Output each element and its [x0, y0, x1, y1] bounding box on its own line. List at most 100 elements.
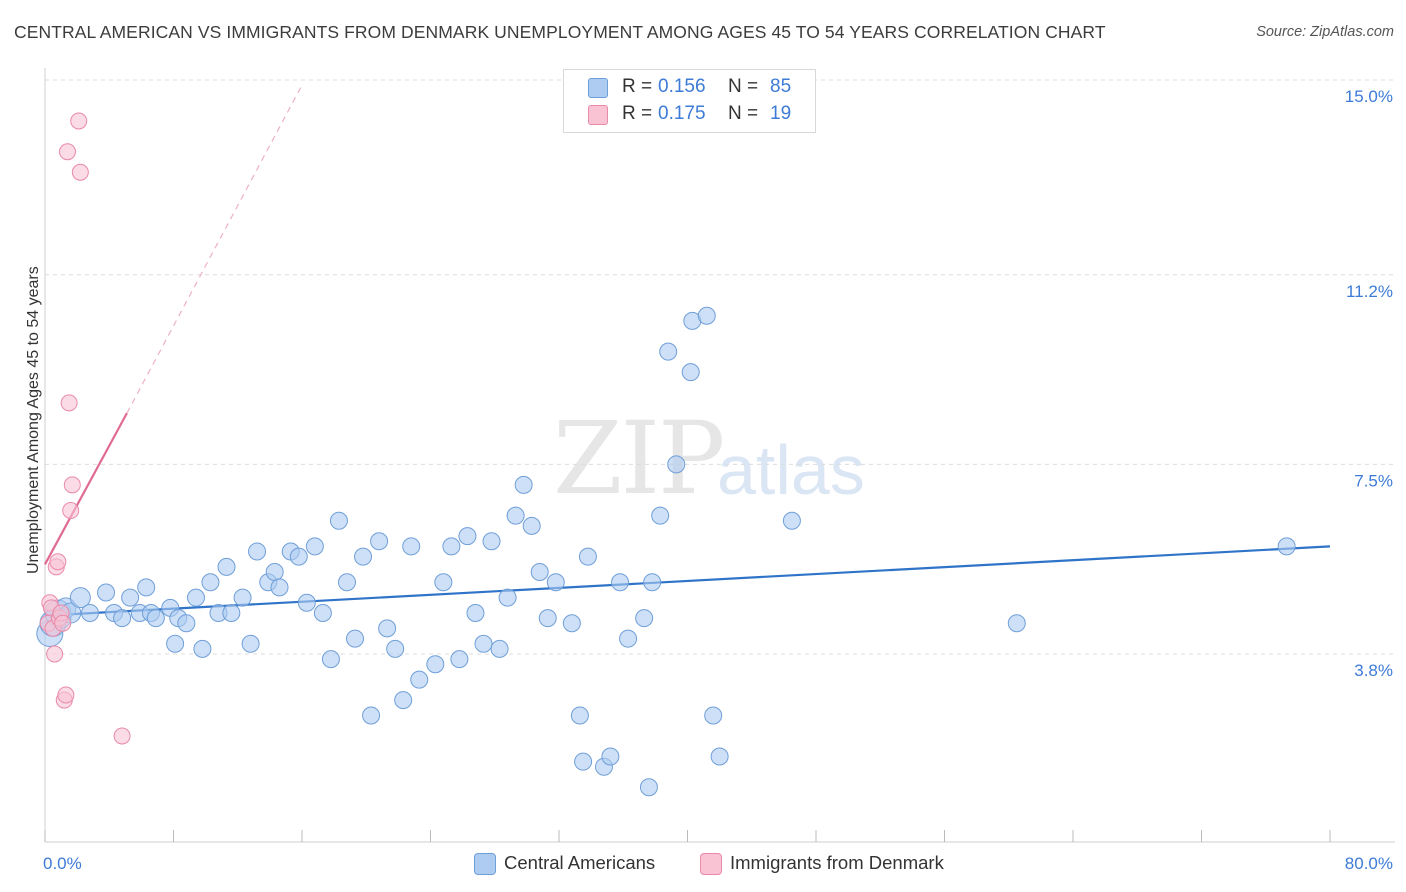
data-point-central-americans — [710, 747, 729, 766]
data-point-central-americans — [434, 573, 453, 592]
data-point-central-americans — [482, 532, 501, 551]
data-point-central-americans — [80, 604, 99, 622]
data-point-central-americans — [458, 527, 477, 546]
trend-line-immigrants-denmark — [44, 412, 128, 565]
watermark-atlas: atlas — [717, 431, 865, 509]
data-point-central-americans — [410, 670, 429, 689]
data-point-central-americans — [635, 609, 654, 628]
legend-r-label: R = — [622, 103, 653, 124]
data-point-central-americans — [378, 619, 397, 638]
legend-r-label: R = — [622, 76, 653, 97]
data-point-central-americans — [337, 573, 356, 592]
axes — [44, 68, 1395, 843]
y-tick-label: 3.8% — [1354, 661, 1393, 680]
data-point-central-americans — [562, 614, 581, 633]
data-point-central-americans — [201, 573, 220, 592]
chart-title: CENTRAL AMERICAN VS IMMIGRANTS FROM DENM… — [14, 22, 1106, 42]
data-point-central-americans — [354, 547, 373, 566]
data-point-central-americans — [1007, 614, 1026, 633]
trend-line-denmark-extrapolated — [126, 84, 303, 414]
data-point-immigrants-denmark — [62, 502, 80, 519]
data-point-central-americans — [442, 537, 461, 556]
data-point-central-americans — [313, 604, 332, 622]
data-point-central-americans — [329, 511, 348, 530]
data-point-central-americans — [667, 455, 686, 474]
data-point-central-americans — [611, 573, 630, 592]
data-point-central-americans — [697, 306, 716, 325]
data-point-central-americans — [450, 650, 469, 669]
data-point-central-americans — [639, 778, 658, 797]
data-point-central-americans — [498, 588, 517, 607]
data-point-central-americans — [241, 634, 260, 653]
data-point-central-americans — [362, 706, 381, 725]
data-point-central-americans — [217, 557, 236, 576]
data-point-central-americans — [601, 747, 620, 766]
data-point-central-americans — [146, 609, 165, 628]
data-point-central-americans — [297, 593, 316, 612]
data-point-central-americans — [474, 634, 493, 653]
data-point-central-americans — [643, 573, 662, 592]
legend-n-value: 85 — [770, 76, 792, 97]
data-point-central-americans — [426, 655, 445, 674]
data-point-central-americans — [305, 537, 324, 556]
data-point-central-americans — [619, 629, 638, 648]
data-point-central-americans — [137, 578, 156, 597]
data-point-central-americans — [514, 475, 533, 494]
data-point-central-americans — [522, 516, 541, 535]
data-point-central-americans — [113, 609, 132, 628]
data-point-central-americans — [704, 706, 723, 725]
data-point-immigrants-denmark — [46, 645, 64, 663]
data-point-immigrants-denmark — [71, 163, 89, 181]
data-point-immigrants-denmark — [63, 476, 81, 494]
data-point-central-americans — [270, 578, 289, 597]
data-point-central-americans — [466, 604, 485, 622]
data-point-central-americans — [538, 609, 557, 628]
trend-line-central-americans — [44, 545, 1331, 617]
data-point-central-americans — [346, 629, 365, 648]
data-point-central-americans — [186, 588, 205, 607]
x-tick-label-max: 80.0% — [1345, 854, 1393, 873]
data-point-central-americans — [659, 342, 678, 361]
data-point-central-americans — [248, 542, 267, 561]
data-point-immigrants-denmark — [70, 112, 88, 130]
legend-n-value: 19 — [770, 103, 792, 124]
data-point-central-americans — [222, 604, 241, 622]
data-point-central-americans — [574, 752, 593, 771]
correlation-legend: R = 0.156 N = 85 R = 0.175 N = 19 — [563, 69, 816, 133]
data-point-central-americans — [166, 634, 185, 653]
data-point-central-americans — [233, 588, 252, 607]
data-point-central-americans — [681, 363, 700, 382]
watermark-zip: ZIP — [553, 400, 725, 517]
tick-labels: 3.8% 7.5% 11.2% 15.0% 0.0% 80.0% — [43, 87, 1393, 873]
legend-n-label: N = — [728, 103, 759, 124]
data-point-central-americans — [370, 532, 389, 551]
data-point-central-americans — [69, 587, 91, 609]
y-tick-label: 11.2% — [1346, 282, 1393, 301]
data-point-central-americans — [121, 588, 140, 607]
data-point-immigrants-denmark — [58, 143, 76, 161]
legend-r-value: 0.156 — [658, 76, 706, 97]
data-point-immigrants-denmark — [54, 614, 72, 632]
x-tick-label-min: 0.0% — [43, 854, 82, 873]
data-point-central-americans — [97, 583, 116, 602]
series-immigrants-denmark — [39, 112, 131, 745]
source-credit: Source: ZipAtlas.com — [1256, 24, 1394, 40]
data-point-immigrants-denmark — [60, 394, 78, 412]
trend-lines — [44, 84, 1331, 617]
data-point-immigrants-denmark — [49, 553, 67, 571]
data-point-central-americans — [193, 639, 212, 658]
y-tick-label: 15.0% — [1345, 87, 1393, 106]
data-point-central-americans — [578, 547, 597, 566]
data-point-immigrants-denmark — [113, 727, 131, 745]
data-point-central-americans — [530, 563, 549, 581]
data-point-central-americans — [1277, 537, 1296, 556]
legend-n-label: N = — [728, 76, 759, 97]
bottom-legend-swatch-pink — [700, 853, 722, 875]
gridlines — [45, 79, 1395, 655]
data-point-central-americans — [782, 511, 801, 530]
data-point-central-americans — [265, 563, 284, 581]
data-point-central-americans — [289, 547, 308, 566]
data-point-central-americans — [546, 573, 565, 592]
y-tick-label: 7.5% — [1354, 471, 1393, 490]
data-point-central-americans — [570, 706, 589, 725]
